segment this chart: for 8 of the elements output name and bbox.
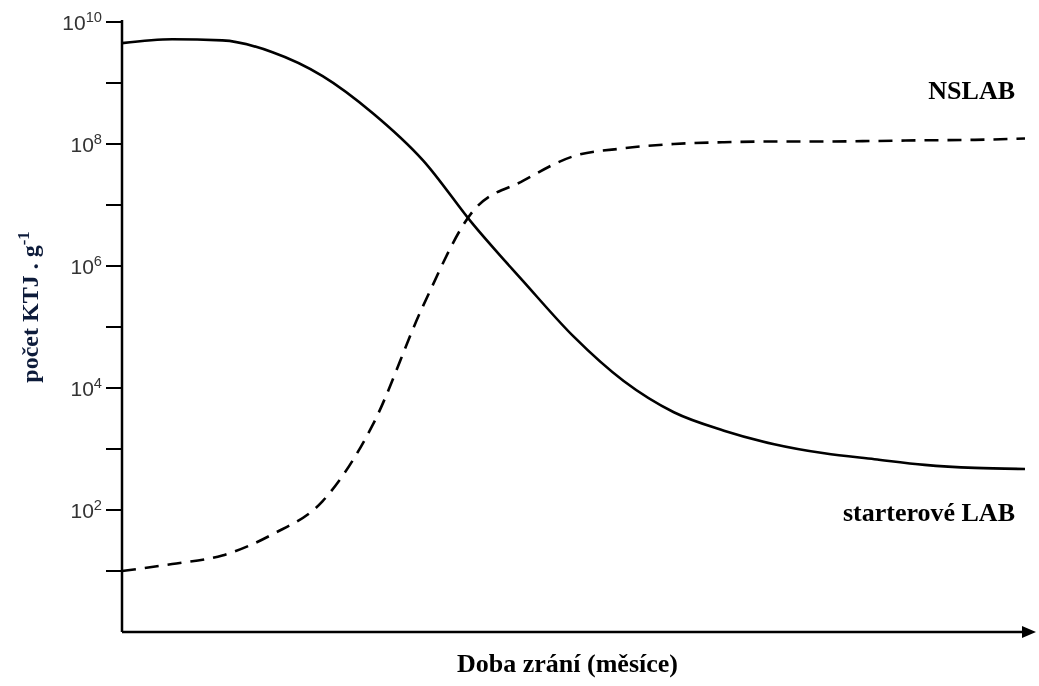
y-tick-label: 10$^{6}$	[70, 253, 102, 278]
y-tick-label: 10$^{4}$	[70, 375, 102, 400]
x-axis-title: Doba zrání (měsíce)	[457, 649, 678, 678]
series-label: starterové LAB	[842, 498, 1015, 527]
y-tick-label: 10$^{10}$	[62, 9, 102, 34]
series-label: NSLAB	[928, 75, 1015, 105]
y-tick-label: 10$^{8}$	[70, 131, 102, 156]
y-tick-label: 10$^{2}$	[70, 497, 102, 522]
